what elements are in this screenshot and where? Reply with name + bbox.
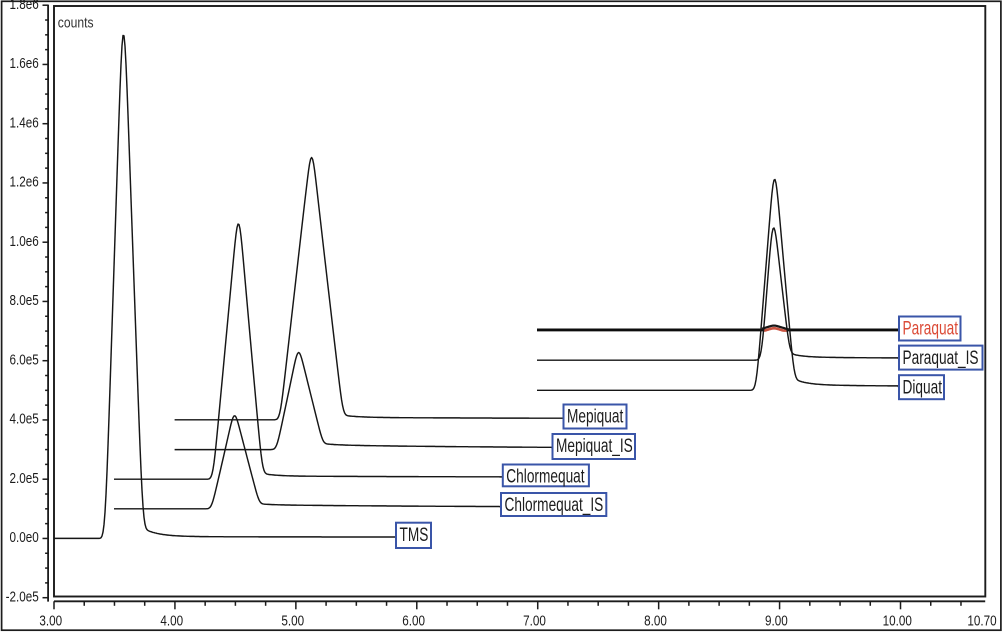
svg-text:counts: counts bbox=[58, 14, 94, 30]
svg-text:4.0e5: 4.0e5 bbox=[10, 410, 39, 427]
svg-text:1.8e6: 1.8e6 bbox=[10, 0, 39, 12]
svg-text:5.00: 5.00 bbox=[281, 612, 304, 629]
svg-text:1.2e6: 1.2e6 bbox=[10, 173, 39, 190]
svg-text:Paraquat: Paraquat bbox=[903, 317, 959, 339]
svg-text:9.00: 9.00 bbox=[765, 612, 788, 629]
svg-text:6.00: 6.00 bbox=[402, 612, 425, 629]
svg-text:Diquat: Diquat bbox=[903, 376, 943, 398]
svg-text:1.0e6: 1.0e6 bbox=[10, 233, 39, 250]
svg-text:10.70: 10.70 bbox=[967, 612, 996, 629]
svg-text:1.4e6: 1.4e6 bbox=[10, 114, 39, 131]
svg-text:TMS: TMS bbox=[400, 524, 429, 546]
svg-text:8.0e5: 8.0e5 bbox=[10, 292, 39, 309]
svg-text:Chlormequat: Chlormequat bbox=[506, 465, 585, 487]
svg-text:1.6e6: 1.6e6 bbox=[10, 55, 39, 72]
svg-text:Paraquat_IS: Paraquat_IS bbox=[903, 347, 979, 369]
svg-text:Chlormequat_IS: Chlormequat_IS bbox=[505, 494, 604, 516]
svg-text:7.00: 7.00 bbox=[523, 612, 546, 629]
svg-text:0.0e0: 0.0e0 bbox=[10, 529, 39, 546]
svg-text:2.0e5: 2.0e5 bbox=[10, 470, 39, 487]
svg-text:8.00: 8.00 bbox=[644, 612, 667, 629]
svg-text:10.00: 10.00 bbox=[883, 612, 912, 629]
svg-text:Mepiquat_IS: Mepiquat_IS bbox=[556, 435, 633, 457]
svg-text:3.00: 3.00 bbox=[39, 612, 62, 629]
svg-text:Mepiquat: Mepiquat bbox=[567, 405, 624, 427]
svg-text:4.00: 4.00 bbox=[160, 612, 183, 629]
svg-text:6.0e5: 6.0e5 bbox=[10, 351, 39, 368]
svg-text:-2.0e5: -2.0e5 bbox=[6, 588, 39, 605]
